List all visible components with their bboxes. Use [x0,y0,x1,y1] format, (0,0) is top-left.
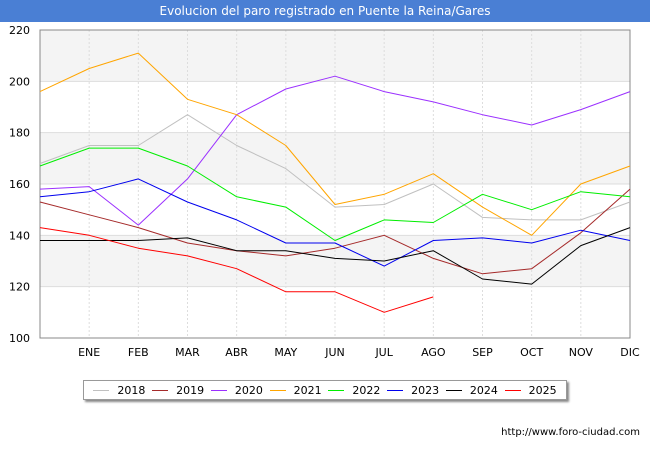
legend-label: 2023 [411,383,440,397]
legend-item-2022: 2022 [328,384,380,397]
legend-item-2025: 2025 [504,383,557,397]
series-line-2020 [39,75,631,226]
y-tick-label: 140 [9,229,30,242]
legend: 2018 2019 2020 2021 2022 2023 2024 2025 [83,380,567,400]
legend-item-2023: 2023 [387,384,439,397]
y-tick-label: 100 [9,332,30,345]
legend-label: 2024 [469,383,498,397]
legend-item-2019: 2019 [152,384,204,397]
x-tick-label: MAY [274,346,297,359]
series-line-2022 [39,147,631,241]
series-line-2025 [39,227,434,313]
legend-label: 2021 [293,383,322,397]
y-tick-label: 120 [9,281,30,294]
y-tick-label: 200 [9,75,30,88]
legend-swatch [445,389,462,391]
series-line-2021 [39,52,631,236]
source-url: http://www.foro-ciudad.com [501,427,640,438]
series-line-2024 [40,227,631,285]
legend-swatch [269,389,286,391]
x-tick-label: AGO [421,346,446,359]
tick-labels: 100 120 140 160 180 200 220 ENE FEB MAR ABR MAY JUN J… [9,24,640,359]
x-tick-label: ENE [78,346,100,359]
x-tick-label: JUN [324,346,345,359]
legend-label: 2025 [528,383,557,397]
x-tick-label: ABR [225,346,248,359]
x-tick-label: DIC [620,346,640,359]
series-line-2023 [39,178,631,267]
legend-item-2018: 2018 [93,384,145,397]
y-tick-label: 220 [9,24,30,37]
legend-label: 2018 [117,383,146,397]
legend-swatch [93,389,110,391]
y-tick-label: 160 [9,178,30,191]
x-tick-label: FEB [128,346,149,359]
x-tick-label: SEP [472,346,493,359]
axes [39,29,631,339]
legend-label: 2020 [234,383,263,397]
legend-swatch [210,389,227,391]
x-tick-label: NOV [569,346,594,359]
series-line-2019 [39,188,631,275]
series-line-2018 [39,114,631,221]
plot-border [39,29,631,339]
legend-label: 2022 [352,383,381,397]
x-tick-label: JUL [374,346,393,359]
legend-swatch [152,389,169,391]
legend-item-2021: 2021 [269,383,322,397]
x-tick-label: MAR [175,346,200,359]
chart-title: Evolucion del paro registrado en Puente … [0,0,650,22]
legend-item-2024: 2024 [445,383,498,397]
legend-swatch [387,389,404,391]
legend-label: 2019 [176,383,205,397]
series-lines [39,52,631,313]
y-tick-label: 180 [9,127,30,140]
legend-item-2020: 2020 [210,383,263,397]
legend-swatch [328,389,345,391]
x-tick-label: OCT [520,346,543,359]
legend-swatch [504,389,521,391]
